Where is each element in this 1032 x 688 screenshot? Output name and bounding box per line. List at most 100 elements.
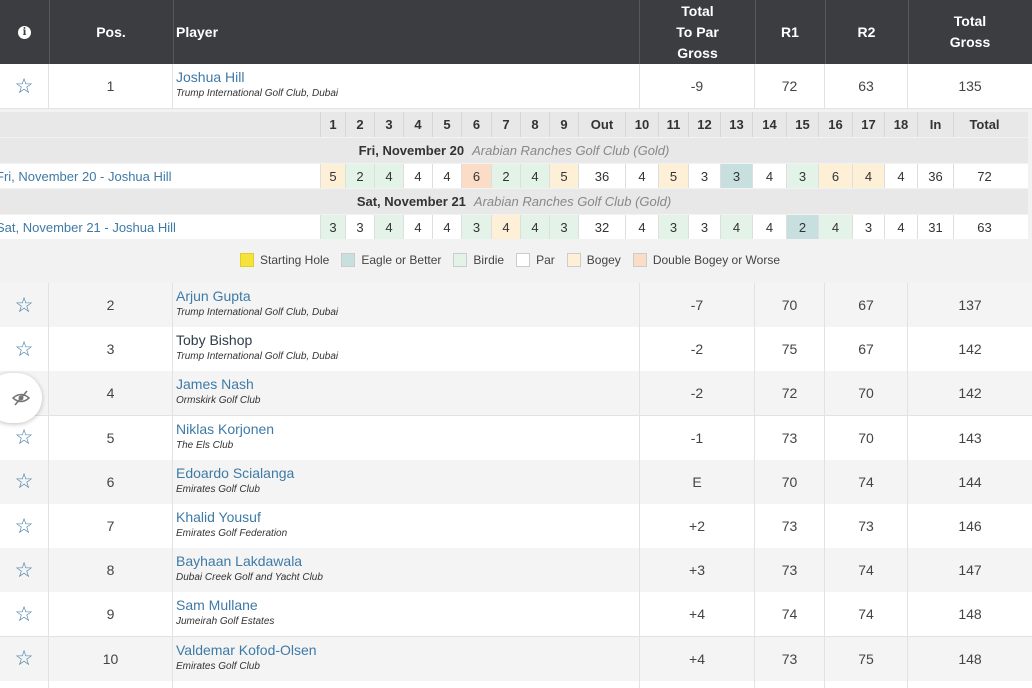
- player-pos: 5: [49, 415, 173, 460]
- round1-date: Fri, November 20: [358, 143, 465, 158]
- hole-score-cell: 4: [625, 164, 658, 188]
- player-topar: +3: [640, 548, 755, 593]
- table-row[interactable]: ☆ 7 Khalid Yousuf Emirates Golf Federation +…: [0, 504, 1032, 549]
- hole-score-cell: 5: [320, 164, 345, 188]
- player-cell: Valdemar Kofod-Olsen Emirates Golf Club: [173, 636, 640, 681]
- round1-label-link[interactable]: Fri, November 20 - Joshua Hill: [0, 168, 172, 184]
- favorite-star-icon[interactable]: ☆: [0, 327, 49, 372]
- table-row[interactable]: 4 James Nash Ormskirk Golf Club -2 72 70 142: [0, 371, 1032, 417]
- table-row[interactable]: ☆ 5 Niklas Korjonen The Els Club -1 73 70 143: [0, 415, 1032, 461]
- table-row[interactable]: [0, 681, 1032, 688]
- hole-score-cell: 4: [374, 164, 403, 188]
- hole-header-cell: 9: [549, 112, 578, 137]
- favorite-star-icon[interactable]: [0, 371, 49, 416]
- hole-score-cell: 2: [786, 215, 818, 239]
- player-total: 144: [958, 473, 982, 490]
- player-club: Trump International Golf Club, Dubai: [176, 307, 339, 318]
- player-topar: -9: [640, 64, 755, 108]
- header-total-line1: Total: [953, 13, 987, 29]
- favorite-star-icon[interactable]: ☆: [0, 592, 49, 637]
- score-legend: Starting Hole Eagle or Better Birdie Par…: [0, 249, 1032, 271]
- table-row[interactable]: ☆ 8 Bayhaan Lakdawala Dubai Creek Golf and …: [0, 548, 1032, 594]
- player-r1: 73: [755, 636, 825, 681]
- favorite-star-icon[interactable]: ☆: [0, 636, 49, 681]
- hole-score-cell: 36: [917, 164, 953, 188]
- player-total: 147: [958, 562, 982, 579]
- hole-score-cell: 4: [625, 215, 658, 239]
- hole-score-cell: 3: [658, 215, 688, 239]
- hole-header-cell: 15: [786, 112, 818, 137]
- favorite-star-icon[interactable]: ☆: [0, 504, 49, 548]
- player-name-link[interactable]: Niklas Korjonen: [176, 420, 275, 437]
- header-pos[interactable]: Pos.: [49, 0, 174, 64]
- hole-header-cell: 1: [320, 112, 345, 137]
- hole-score-cell: 4: [520, 164, 549, 188]
- hole-score-cell: 4: [884, 164, 917, 188]
- favorite-star-icon[interactable]: ☆: [0, 548, 49, 593]
- hole-score-cell: 3: [688, 164, 720, 188]
- player-topar: -7: [640, 283, 755, 327]
- player-topar: E: [640, 459, 755, 504]
- eye-slash-icon: [11, 390, 31, 406]
- table-row[interactable]: ☆ 1 Joshua Hill Trump International Golf…: [0, 64, 1032, 109]
- table-row[interactable]: ☆ 6 Edoardo Scialanga Emirates Golf Club E 70…: [0, 459, 1032, 505]
- player-name-link[interactable]: Bayhaan Lakdawala: [176, 553, 303, 570]
- player-pos: 10: [49, 636, 173, 681]
- hole-header-cell: 16: [818, 112, 852, 137]
- player-name-link[interactable]: Khalid Yousuf: [176, 509, 261, 525]
- player-r1: 72: [755, 64, 825, 108]
- hole-score-cell: 4: [374, 215, 403, 239]
- player-name-link[interactable]: Arjun Gupta: [176, 288, 251, 304]
- hole-header-cell: 12: [688, 112, 720, 137]
- hole-score-cell: 3: [688, 215, 720, 239]
- hole-score-cell: 4: [884, 215, 917, 239]
- table-row[interactable]: ☆ 10 Valdemar Kofod-Olsen Emirates Golf Clu…: [0, 636, 1032, 682]
- hole-score-cell: 4: [852, 164, 884, 188]
- hole-header-cell: In: [917, 112, 953, 137]
- hole-score-cell: 3: [345, 215, 374, 239]
- header-topar[interactable]: Total To Par Gross: [640, 0, 756, 64]
- favorite-star-icon[interactable]: ☆: [0, 415, 49, 460]
- player-name-link[interactable]: Toby Bishop: [176, 332, 253, 349]
- player-total: 146: [958, 518, 982, 534]
- info-icon[interactable]: i: [0, 0, 50, 64]
- hole-score-cell: 3: [720, 164, 752, 188]
- header-total[interactable]: Total Gross: [908, 0, 1032, 64]
- table-row[interactable]: ☆ 2 Arjun Gupta Trump International Golf Cl…: [0, 283, 1032, 328]
- favorite-star-icon[interactable]: ☆: [0, 283, 49, 327]
- favorite-star-icon[interactable]: ☆: [0, 64, 49, 108]
- player-name-link[interactable]: Joshua Hill: [176, 69, 245, 85]
- legend-birdie: Birdie: [453, 253, 504, 267]
- hole-score-cell: 2: [491, 164, 520, 188]
- player-name-link[interactable]: Valdemar Kofod-Olsen: [176, 641, 317, 658]
- hole-score-cell: 3: [786, 164, 818, 188]
- round2-label-link[interactable]: Sat, November 21 - Joshua Hill: [0, 219, 176, 235]
- hide-button[interactable]: [0, 373, 42, 423]
- player-total: 135: [958, 78, 982, 94]
- header-player[interactable]: Player: [173, 0, 640, 64]
- header-r1[interactable]: R1: [755, 0, 826, 64]
- player-name-link[interactable]: Edoardo Scialanga: [176, 464, 295, 481]
- hole-score-cell: 72: [953, 164, 1015, 188]
- player-name-link[interactable]: James Nash: [176, 376, 254, 393]
- hole-header-cell: 8: [520, 112, 549, 137]
- player-pos: 2: [49, 283, 173, 327]
- player-name-link[interactable]: Sam Mullane: [176, 597, 258, 614]
- player-r1: 73: [755, 548, 825, 593]
- hole-score-cell: 2: [345, 164, 374, 188]
- favorite-star-icon[interactable]: ☆: [0, 459, 49, 504]
- legend-bogey: Bogey: [566, 253, 621, 267]
- legend-par: Par: [516, 253, 555, 267]
- table-row[interactable]: ☆ 9 Sam Mullane Jumeirah Golf Estates +4 74 74…: [0, 592, 1032, 638]
- legend-eagle: Eagle or Better: [341, 253, 441, 267]
- header-topar-line2: To Par: [676, 23, 719, 40]
- player-club: Emirates Golf Federation: [176, 528, 288, 539]
- table-row[interactable]: ☆ 3 Toby Bishop Trump International Golf Cl…: [0, 327, 1032, 373]
- header-r2[interactable]: R2: [825, 0, 909, 64]
- hole-score-cell: 5: [658, 164, 688, 188]
- round1-course: Arabian Ranches Golf Club (Gold): [472, 143, 670, 158]
- hole-score-cell: 31: [917, 215, 953, 239]
